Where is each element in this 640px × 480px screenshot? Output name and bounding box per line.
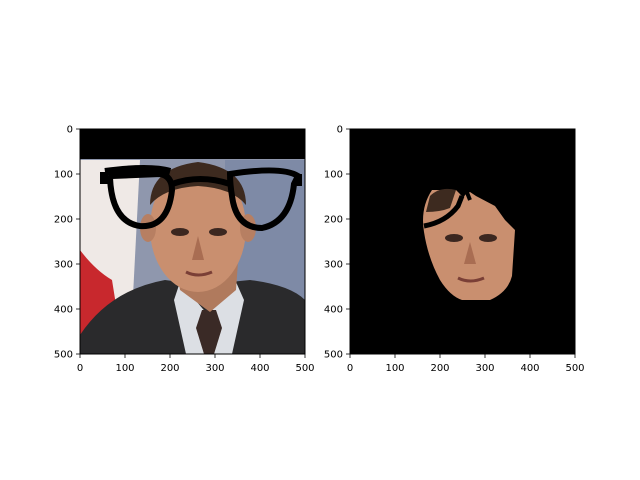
right-ytick-label: 200: [324, 215, 343, 226]
right-eye: [209, 228, 227, 236]
top-black-band: [80, 129, 305, 159]
left-image-panel: [80, 129, 305, 354]
left-axes: 0 100 200 300 400 500 0 100 200 300 400 500: [54, 125, 315, 375]
left-axes-frame: [79, 128, 306, 355]
right-xtick-label: 0: [347, 363, 353, 374]
tie: [196, 310, 222, 354]
right-xtick-label: 200: [430, 363, 449, 374]
right-ytick-label: 100: [324, 170, 343, 181]
right-xtick-label: 500: [565, 363, 584, 374]
right-ytick-label: 400: [324, 305, 343, 316]
right-ytick-label: 0: [337, 125, 343, 136]
left-ytick-label: 100: [54, 170, 73, 181]
left-ytick-label: 400: [54, 305, 73, 316]
right-xtick-label: 100: [385, 363, 404, 374]
left-ytick-label: 0: [67, 125, 73, 136]
left-xtick-label: 0: [77, 363, 83, 374]
left-xtick-label: 100: [115, 363, 134, 374]
left-xtick-label: 300: [205, 363, 224, 374]
right-axes: 0 100 200 300 400 500 0 100 200 300 400 500: [324, 125, 585, 375]
left-ytick-label: 500: [54, 350, 73, 361]
right-axes-frame: [349, 128, 576, 355]
hair: [150, 162, 246, 205]
nose: [192, 236, 204, 260]
segmented-hair: [426, 188, 456, 212]
left-xtick-label: 200: [160, 363, 179, 374]
glasses-overlay: [100, 165, 302, 232]
left-ytick-label: 200: [54, 215, 73, 226]
right-ytick-label: 300: [324, 260, 343, 271]
right-xtick-label: 300: [475, 363, 494, 374]
right-xtick-label: 400: [520, 363, 539, 374]
left-xtick-label: 400: [250, 363, 269, 374]
right-ytick-label: 500: [324, 350, 343, 361]
mouth: [185, 270, 213, 277]
right-image-panel: [350, 129, 575, 354]
left-xtick-label: 500: [295, 363, 314, 374]
left-eye: [171, 228, 189, 236]
left-ytick-label: 300: [54, 260, 73, 271]
glasses-fragment: [423, 195, 465, 229]
